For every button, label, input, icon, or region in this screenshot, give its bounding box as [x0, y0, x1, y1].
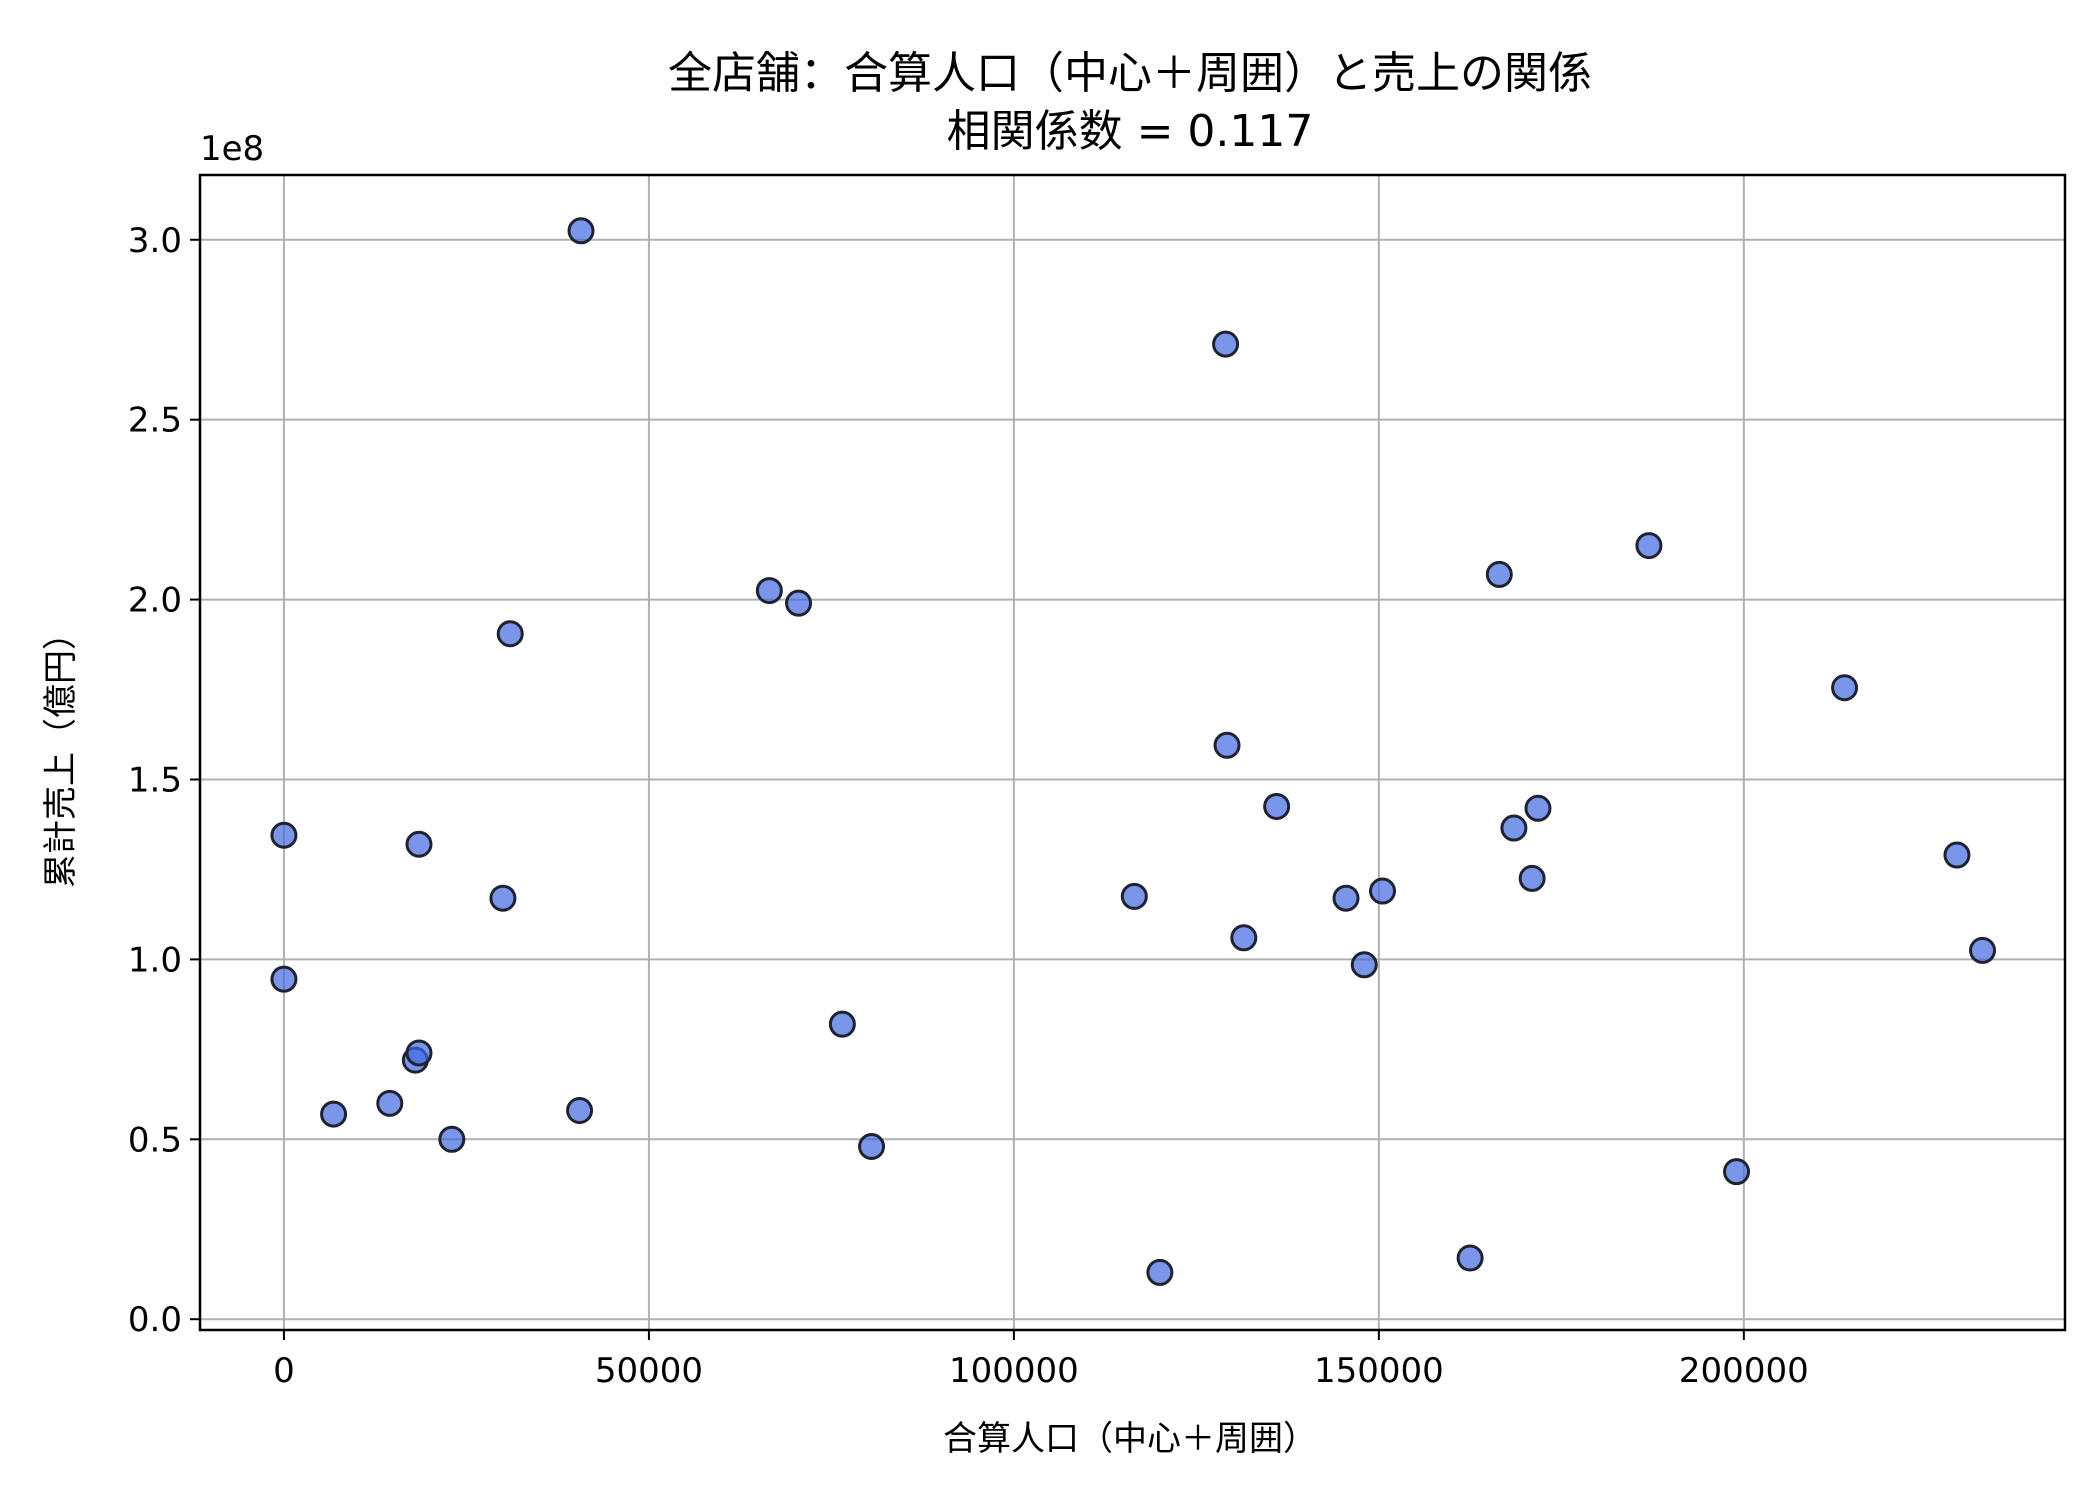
data-point — [1518, 864, 1546, 892]
data-point — [1230, 924, 1258, 952]
data-point — [566, 1097, 594, 1125]
grid-lines — [200, 175, 2065, 1330]
data-point — [1212, 330, 1240, 358]
data-point — [405, 1039, 433, 1067]
data-point — [1485, 560, 1513, 588]
data-point — [1350, 951, 1378, 979]
chart-subtitle: 相関係数 = 0.117 — [947, 106, 1314, 157]
data-point — [858, 1132, 886, 1160]
data-point — [376, 1089, 404, 1117]
chart-title: 全店舗：合算人口（中心＋周囲）と売上の関係 — [668, 48, 1592, 99]
axis-ticks: 0 50000 100000 150000 200000 0.0 0.5 1.0 1.5 2.0 2… — [128, 221, 1809, 1391]
data-point — [489, 884, 517, 912]
y-axis-label: 累計売上（億円） — [41, 616, 81, 888]
x-axis-label: 合算人口（中心＋周囲） — [943, 1419, 1317, 1459]
data-point — [320, 1100, 348, 1128]
data-point — [1120, 882, 1148, 910]
data-point — [270, 965, 298, 993]
data-point — [1263, 792, 1291, 820]
x-tick-label: 200000 — [1679, 1351, 1809, 1391]
data-point — [1723, 1158, 1751, 1186]
y-offset-label: 1e8 — [200, 129, 264, 169]
y-tick-label: 1.5 — [128, 760, 182, 800]
y-tick-label: 2.5 — [128, 401, 182, 441]
y-tick-label: 3.0 — [128, 221, 182, 261]
data-point — [785, 589, 813, 617]
y-tick-label: 0.5 — [128, 1120, 182, 1160]
data-point — [1943, 841, 1971, 869]
data-point — [1831, 674, 1859, 702]
y-tick-label: 0.0 — [128, 1300, 182, 1340]
y-tick-label: 2.0 — [128, 581, 182, 621]
data-point — [1146, 1258, 1174, 1286]
data-point — [567, 217, 595, 245]
data-point — [1369, 877, 1397, 905]
data-point — [1635, 532, 1663, 560]
data-point — [438, 1125, 466, 1153]
data-point — [405, 830, 433, 858]
data-point — [1213, 731, 1241, 759]
data-point — [1524, 794, 1552, 822]
y-tick-label: 1.0 — [128, 940, 182, 980]
x-tick-label: 0 — [273, 1351, 295, 1391]
data-point — [1332, 884, 1360, 912]
x-tick-label: 50000 — [595, 1351, 703, 1391]
data-point — [496, 620, 524, 648]
x-tick-label: 100000 — [949, 1351, 1079, 1391]
data-point — [828, 1010, 856, 1038]
data-point — [1500, 814, 1528, 842]
data-point — [270, 821, 298, 849]
data-points — [270, 217, 1997, 1286]
plot-area-frame — [198, 173, 2067, 1332]
x-tick-label: 150000 — [1314, 1351, 1444, 1391]
data-point — [1456, 1244, 1484, 1272]
data-point — [755, 577, 783, 605]
data-point — [1969, 936, 1997, 964]
